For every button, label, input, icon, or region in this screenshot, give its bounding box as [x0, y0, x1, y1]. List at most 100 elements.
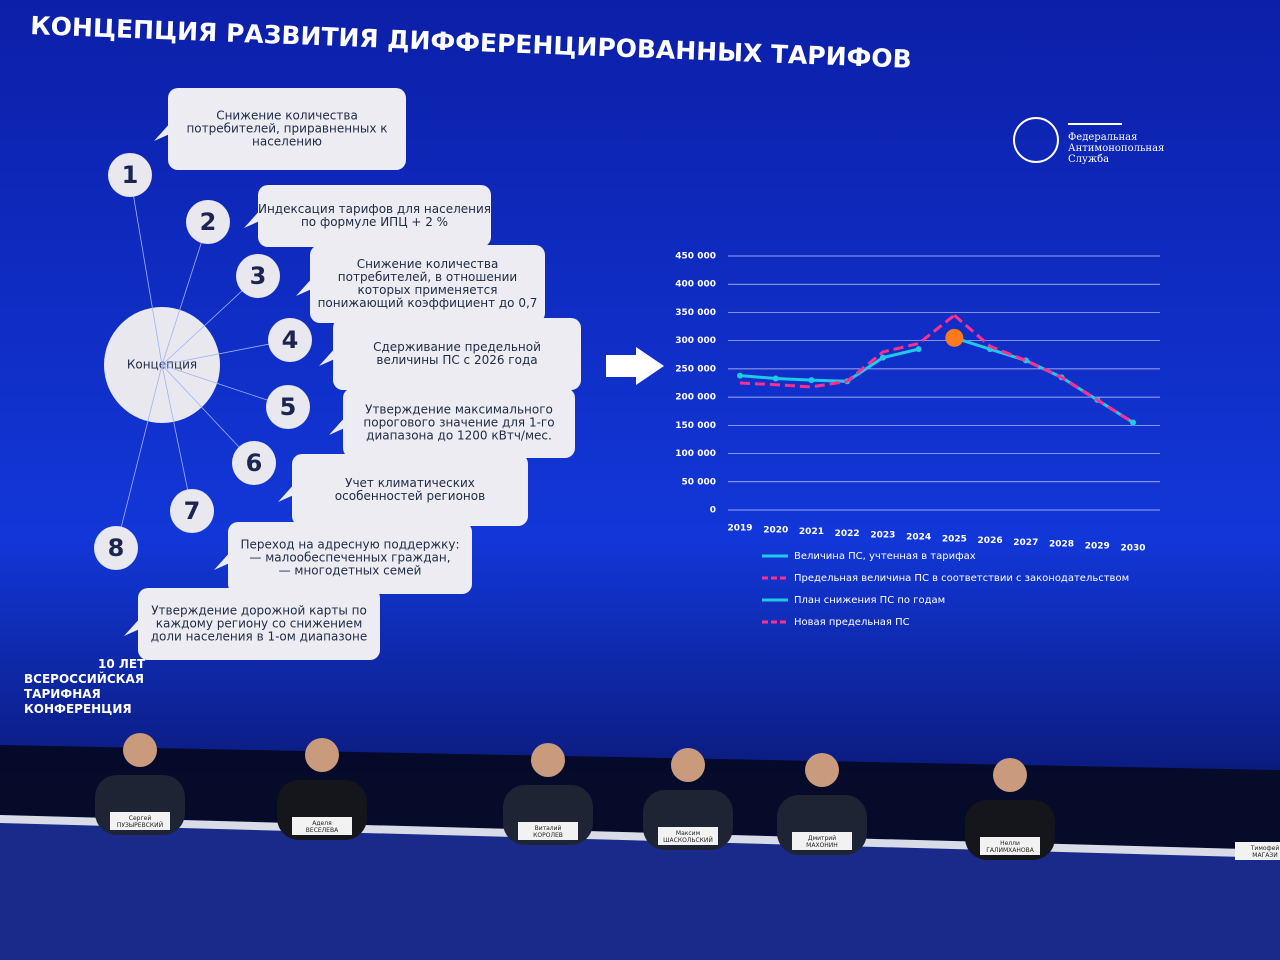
bubble-line: величины ПС с 2026 года	[376, 353, 537, 367]
logo-text: Антимонопольная	[1068, 143, 1164, 154]
point	[772, 375, 779, 382]
y-tick-label: 450 000	[675, 252, 716, 262]
text-bubble	[343, 388, 575, 458]
number-circle	[94, 526, 138, 570]
bubble-line: особенностей регионов	[335, 489, 485, 503]
nameplate-text: Сергей	[129, 815, 152, 822]
y-tick-label: 400 000	[675, 280, 716, 290]
item-number: 2	[200, 208, 217, 236]
y-tick-label: 300 000	[675, 336, 716, 346]
bubble-tail	[296, 276, 314, 296]
item-number: 5	[280, 393, 297, 421]
y-tick-label: 150 000	[675, 421, 716, 431]
nameplate	[110, 812, 170, 830]
conference-text: ВСЕРОССИЙСКАЯ	[24, 671, 144, 686]
number-circle	[170, 489, 214, 533]
text-bubble	[292, 454, 528, 526]
y-tick-label: 350 000	[675, 308, 716, 318]
bubble-line: потребителей, приравненных к	[186, 122, 387, 136]
item-number: 6	[246, 449, 263, 477]
point	[1130, 419, 1136, 426]
bubble-line: — многодетных семей	[279, 564, 422, 578]
person-head	[123, 733, 157, 767]
connector	[115, 364, 163, 549]
connector	[129, 174, 163, 366]
bubble-line: Снижение количества	[357, 257, 499, 271]
bubble-line: понижающий коэффициент до 0,7	[318, 296, 538, 310]
series-line	[739, 347, 919, 383]
y-tick-label: 50 000	[682, 477, 716, 487]
bubble-tail	[329, 415, 347, 435]
nameplate-text: Нелли	[1000, 840, 1020, 847]
bubble-line: Снижение количества	[216, 109, 358, 123]
bubble-line: Учет климатических	[345, 476, 475, 490]
text-bubble	[168, 88, 406, 170]
logo-text: Федеральная	[1068, 132, 1137, 143]
item-number: 7	[184, 497, 201, 525]
y-tick-label: 100 000	[675, 449, 716, 459]
person-head	[305, 738, 339, 772]
nameplate-text: ГАЛИМХАНОВА	[986, 847, 1035, 854]
x-tick-label: 2027	[1013, 538, 1038, 548]
x-tick-label: 2025	[942, 534, 967, 544]
point	[737, 372, 743, 379]
bubble-line: которых применяется	[358, 283, 498, 297]
bubble-tail	[319, 346, 337, 366]
nameplate	[658, 827, 718, 845]
nameplate-text: ПУЗЫРЕВСКИЙ	[117, 822, 163, 829]
x-tick-label: 2028	[1049, 540, 1074, 550]
number-circle	[108, 153, 152, 197]
x-tick-label: 2030	[1120, 543, 1145, 553]
bubble-line: доли населения в 1-ом диапазоне	[151, 630, 368, 644]
text-bubble	[310, 245, 545, 323]
nameplate	[518, 822, 578, 840]
x-tick-label: 2019	[727, 524, 752, 534]
legend-label: Новая предельная ПС	[794, 617, 910, 628]
point	[879, 354, 886, 361]
number-circle	[266, 385, 310, 429]
item-number: 1	[122, 161, 139, 189]
item-number: 3	[250, 262, 267, 290]
nameplate-text: ВЕСЕЛЕВА	[306, 827, 339, 834]
legend-label: План снижения ПС по годам	[794, 595, 945, 606]
bubble-line: Индексация тарифов для населения	[258, 202, 491, 216]
x-tick-label: 2024	[906, 533, 931, 543]
nameplate-text: Максим	[676, 830, 700, 837]
person-head	[993, 758, 1027, 792]
highlight-point	[945, 328, 964, 347]
x-tick-label: 2023	[870, 531, 895, 541]
connector	[161, 364, 289, 408]
connector	[161, 364, 255, 464]
series-line	[953, 314, 1134, 424]
emblem	[1013, 117, 1059, 163]
legend-label: Величина ПС, учтенная в тарифах	[794, 551, 976, 562]
nameplate-text: Аделя	[312, 820, 332, 827]
x-tick-label: 2020	[763, 525, 788, 535]
y-tick-label: 250 000	[675, 364, 716, 374]
nameplate-text: ШАСКОЛЬСКИЙ	[663, 837, 713, 844]
text-bubble	[333, 318, 581, 390]
item-number: 8	[108, 534, 125, 562]
nameplate-text: Тимофей	[1250, 845, 1280, 852]
text-bubble	[228, 522, 472, 594]
nameplate-text: КОРОЛЕВ	[533, 832, 563, 839]
y-tick-label: 200 000	[675, 393, 716, 403]
table-front	[0, 815, 1280, 960]
bubble-line: населению	[252, 135, 322, 149]
nameplate-text: Виталий	[535, 825, 562, 832]
logo-text: Служба	[1068, 154, 1109, 165]
bubble-tail	[124, 616, 142, 636]
arrow-head	[636, 347, 664, 385]
item-number: 4	[282, 326, 299, 354]
bubble-line: Переход на адресную поддержку:	[240, 538, 459, 552]
conference-text: КОНФЕРЕНЦИЯ	[24, 702, 132, 716]
series-line	[739, 314, 956, 389]
arrow-body	[606, 355, 640, 377]
logo	[1013, 117, 1122, 163]
bubble-line: порогового значение для 1-го	[363, 416, 554, 430]
person-head	[531, 743, 565, 777]
conference-text: 10 ЛЕТ	[98, 657, 146, 671]
nameplate	[792, 832, 852, 850]
